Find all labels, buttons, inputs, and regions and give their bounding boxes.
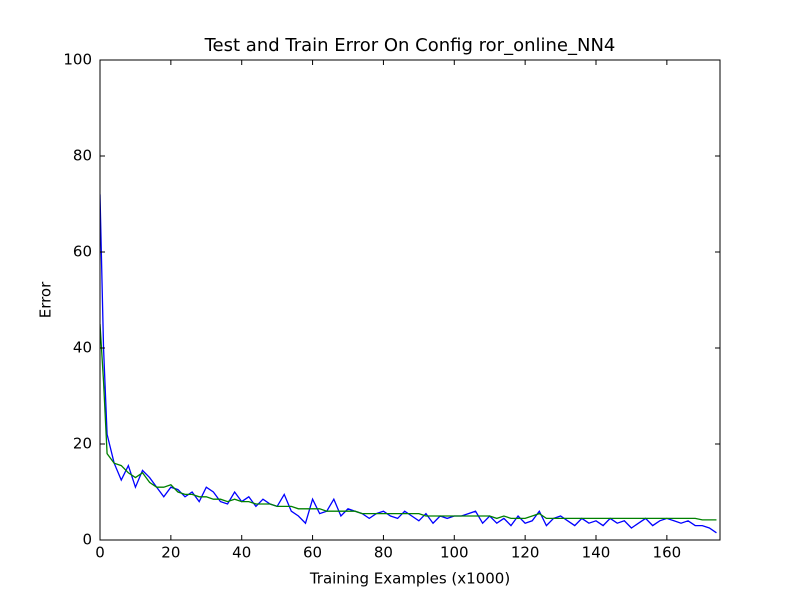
chart-title: Test and Train Error On Config ror_onlin… — [204, 35, 616, 56]
x-tick-label: 60 — [303, 544, 322, 562]
x-axis-label: Training Examples (x1000) — [309, 570, 510, 588]
x-tick-label: 120 — [511, 544, 540, 562]
x-tick-label: 140 — [582, 544, 611, 562]
x-tick-label: 80 — [374, 544, 393, 562]
x-tick-label: 40 — [232, 544, 251, 562]
x-tick-label: 160 — [653, 544, 682, 562]
y-axis-label: Error — [37, 281, 55, 318]
y-tick-label: 0 — [82, 531, 92, 549]
x-tick-label: 0 — [95, 544, 105, 562]
x-tick-label: 100 — [440, 544, 469, 562]
y-tick-label: 60 — [73, 243, 92, 261]
series-line — [100, 323, 717, 521]
y-tick-label: 20 — [73, 435, 92, 453]
series-line — [100, 194, 717, 534]
y-tick-label: 80 — [73, 147, 92, 165]
x-tick-label: 20 — [161, 544, 180, 562]
plot-frame — [99, 59, 721, 541]
y-tick-label: 100 — [63, 51, 92, 69]
y-tick-label: 40 — [73, 339, 92, 357]
